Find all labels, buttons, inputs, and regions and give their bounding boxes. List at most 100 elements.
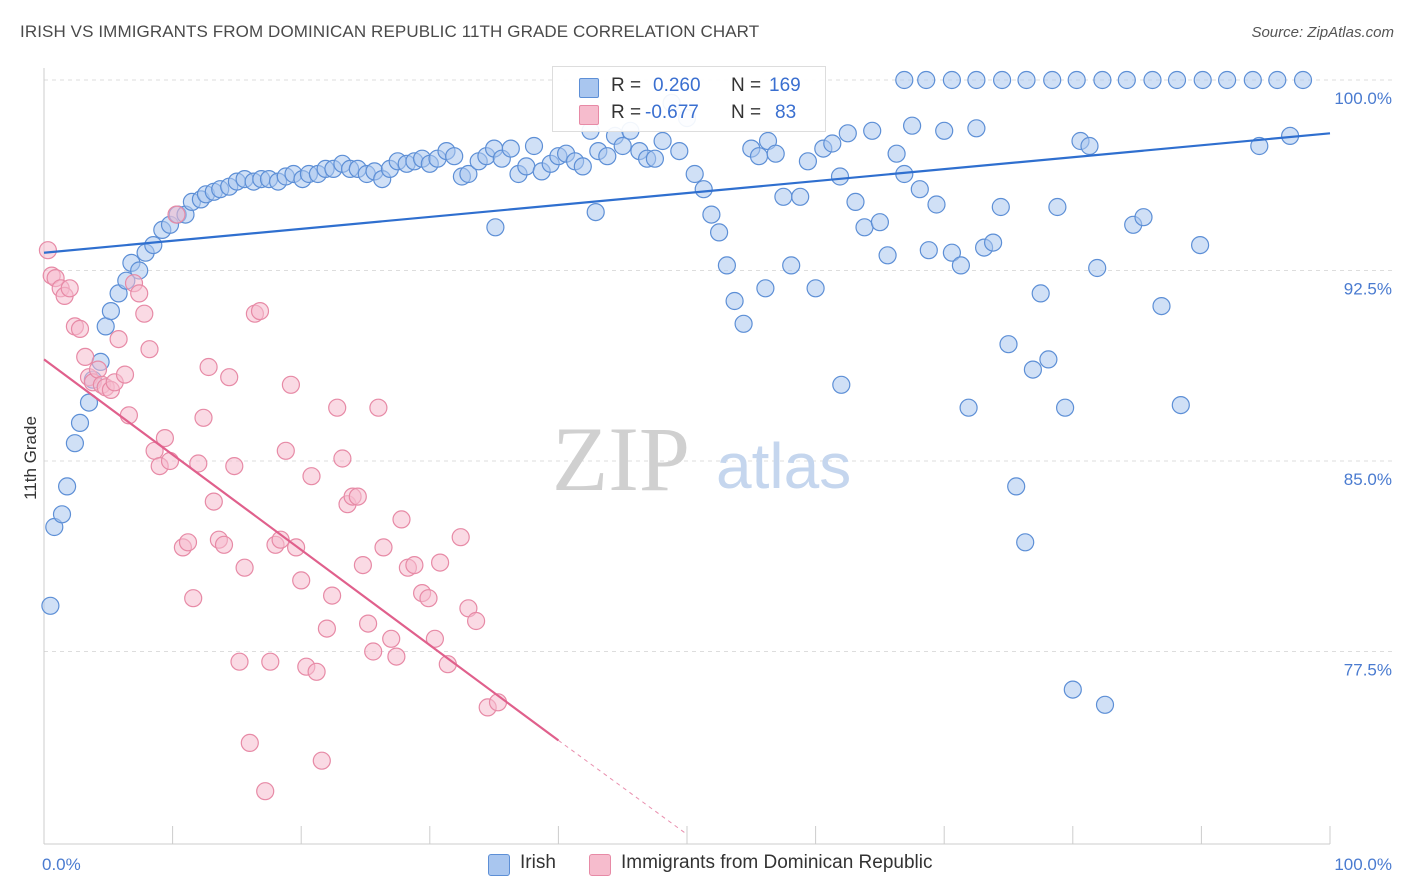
irish-point [910,180,929,199]
dr-point [230,652,249,671]
irish-point [1023,360,1043,379]
irish-point [573,157,592,176]
dr-trend-extension [558,739,688,835]
dr-point [323,586,342,605]
dr-point [382,629,401,648]
dr-point [359,614,378,633]
irish-point [870,213,890,232]
legend-r-value: 0.260 [653,75,701,96]
irish-point [101,302,121,321]
irish-point [598,147,617,166]
dr-point [261,652,280,671]
dr-point [405,555,424,575]
irish-point [524,136,544,156]
irish-point [935,121,954,140]
y-tick-label: 92.5% [1344,280,1392,299]
irish-point [1048,197,1067,217]
irish-point [798,152,818,171]
dr-point [60,279,79,298]
irish-point [782,256,801,275]
irish-point [41,596,60,615]
dr-point [194,408,213,427]
irish-point [895,70,914,90]
dr-point [307,662,326,681]
irish-point [959,398,978,417]
dr-trend-line [43,358,560,742]
dr-point [109,330,128,349]
irish-point [501,139,520,158]
irish-point [1143,70,1162,90]
irish-point [806,279,825,298]
x-tick-label: 0.0% [42,855,81,874]
dr-point [88,360,108,379]
axes [43,68,1331,845]
irish-point [670,142,689,161]
dr-point [76,347,95,366]
dr-point [155,429,174,448]
irish-point [992,70,1012,90]
dr-point [199,357,218,377]
irish-point [766,144,785,163]
irish-point [823,134,842,153]
dr-point [451,528,470,547]
irish-point [613,136,632,156]
irish-point [694,180,713,199]
legend-swatch-dr [579,105,599,125]
irish-point [1152,297,1171,316]
legend-n-value: 169 [769,75,801,96]
legend-box: R = 0.260 N = 169 R = -0.677 N = 83 [552,66,826,132]
dr-point [256,782,275,801]
irish-point [942,243,962,262]
irish-point [79,393,99,412]
irish-point [1017,70,1036,90]
irish-point [685,164,704,184]
dr-point [348,487,367,506]
irish-point [1217,70,1237,90]
dr-point [364,642,383,661]
irish-point [445,147,464,166]
irish-point [951,256,971,275]
legend-n-label: N = [731,75,762,96]
dr-point [235,558,254,577]
irish-point [887,144,906,163]
irish-point [1043,70,1062,90]
dr-point [214,535,234,554]
dr-point [292,571,311,590]
dr-point [167,205,186,224]
irish-point [927,195,946,214]
legend-r-label: R = [611,102,642,123]
legend-n-value: 83 [775,102,797,123]
irish-point [917,70,936,90]
irish-point [832,375,851,394]
dr-point [189,454,208,473]
irish-point [725,291,744,311]
dr-point [140,340,159,359]
dr-point [392,510,411,529]
irish-point [756,279,775,298]
dr-point [431,553,450,572]
irish-point [846,192,865,211]
irish-point [709,223,729,242]
dr-point [250,302,270,321]
y-tick-label: 77.5% [1344,661,1392,680]
irish-point [459,164,478,184]
irish-point [586,203,605,222]
dr-point [419,589,438,608]
dr-point [184,589,203,608]
irish-point [830,167,850,186]
irish-point [1193,70,1212,90]
irish-point [1167,70,1187,90]
irish-point [1243,70,1262,90]
dr-point [369,398,388,417]
irish-point [855,218,874,237]
bottom-legend-swatch-dr [589,854,611,876]
irish-point [1016,533,1035,552]
irish-point [919,241,938,260]
irish-point [1171,396,1190,415]
dr-point [302,467,321,486]
dr-point [240,733,259,753]
irish-point [1117,70,1136,90]
irish-point [1055,398,1075,417]
legend-r-label: R = [611,75,642,96]
bottom-legend-label-dr: Immigrants from Dominican Republic [621,852,933,873]
